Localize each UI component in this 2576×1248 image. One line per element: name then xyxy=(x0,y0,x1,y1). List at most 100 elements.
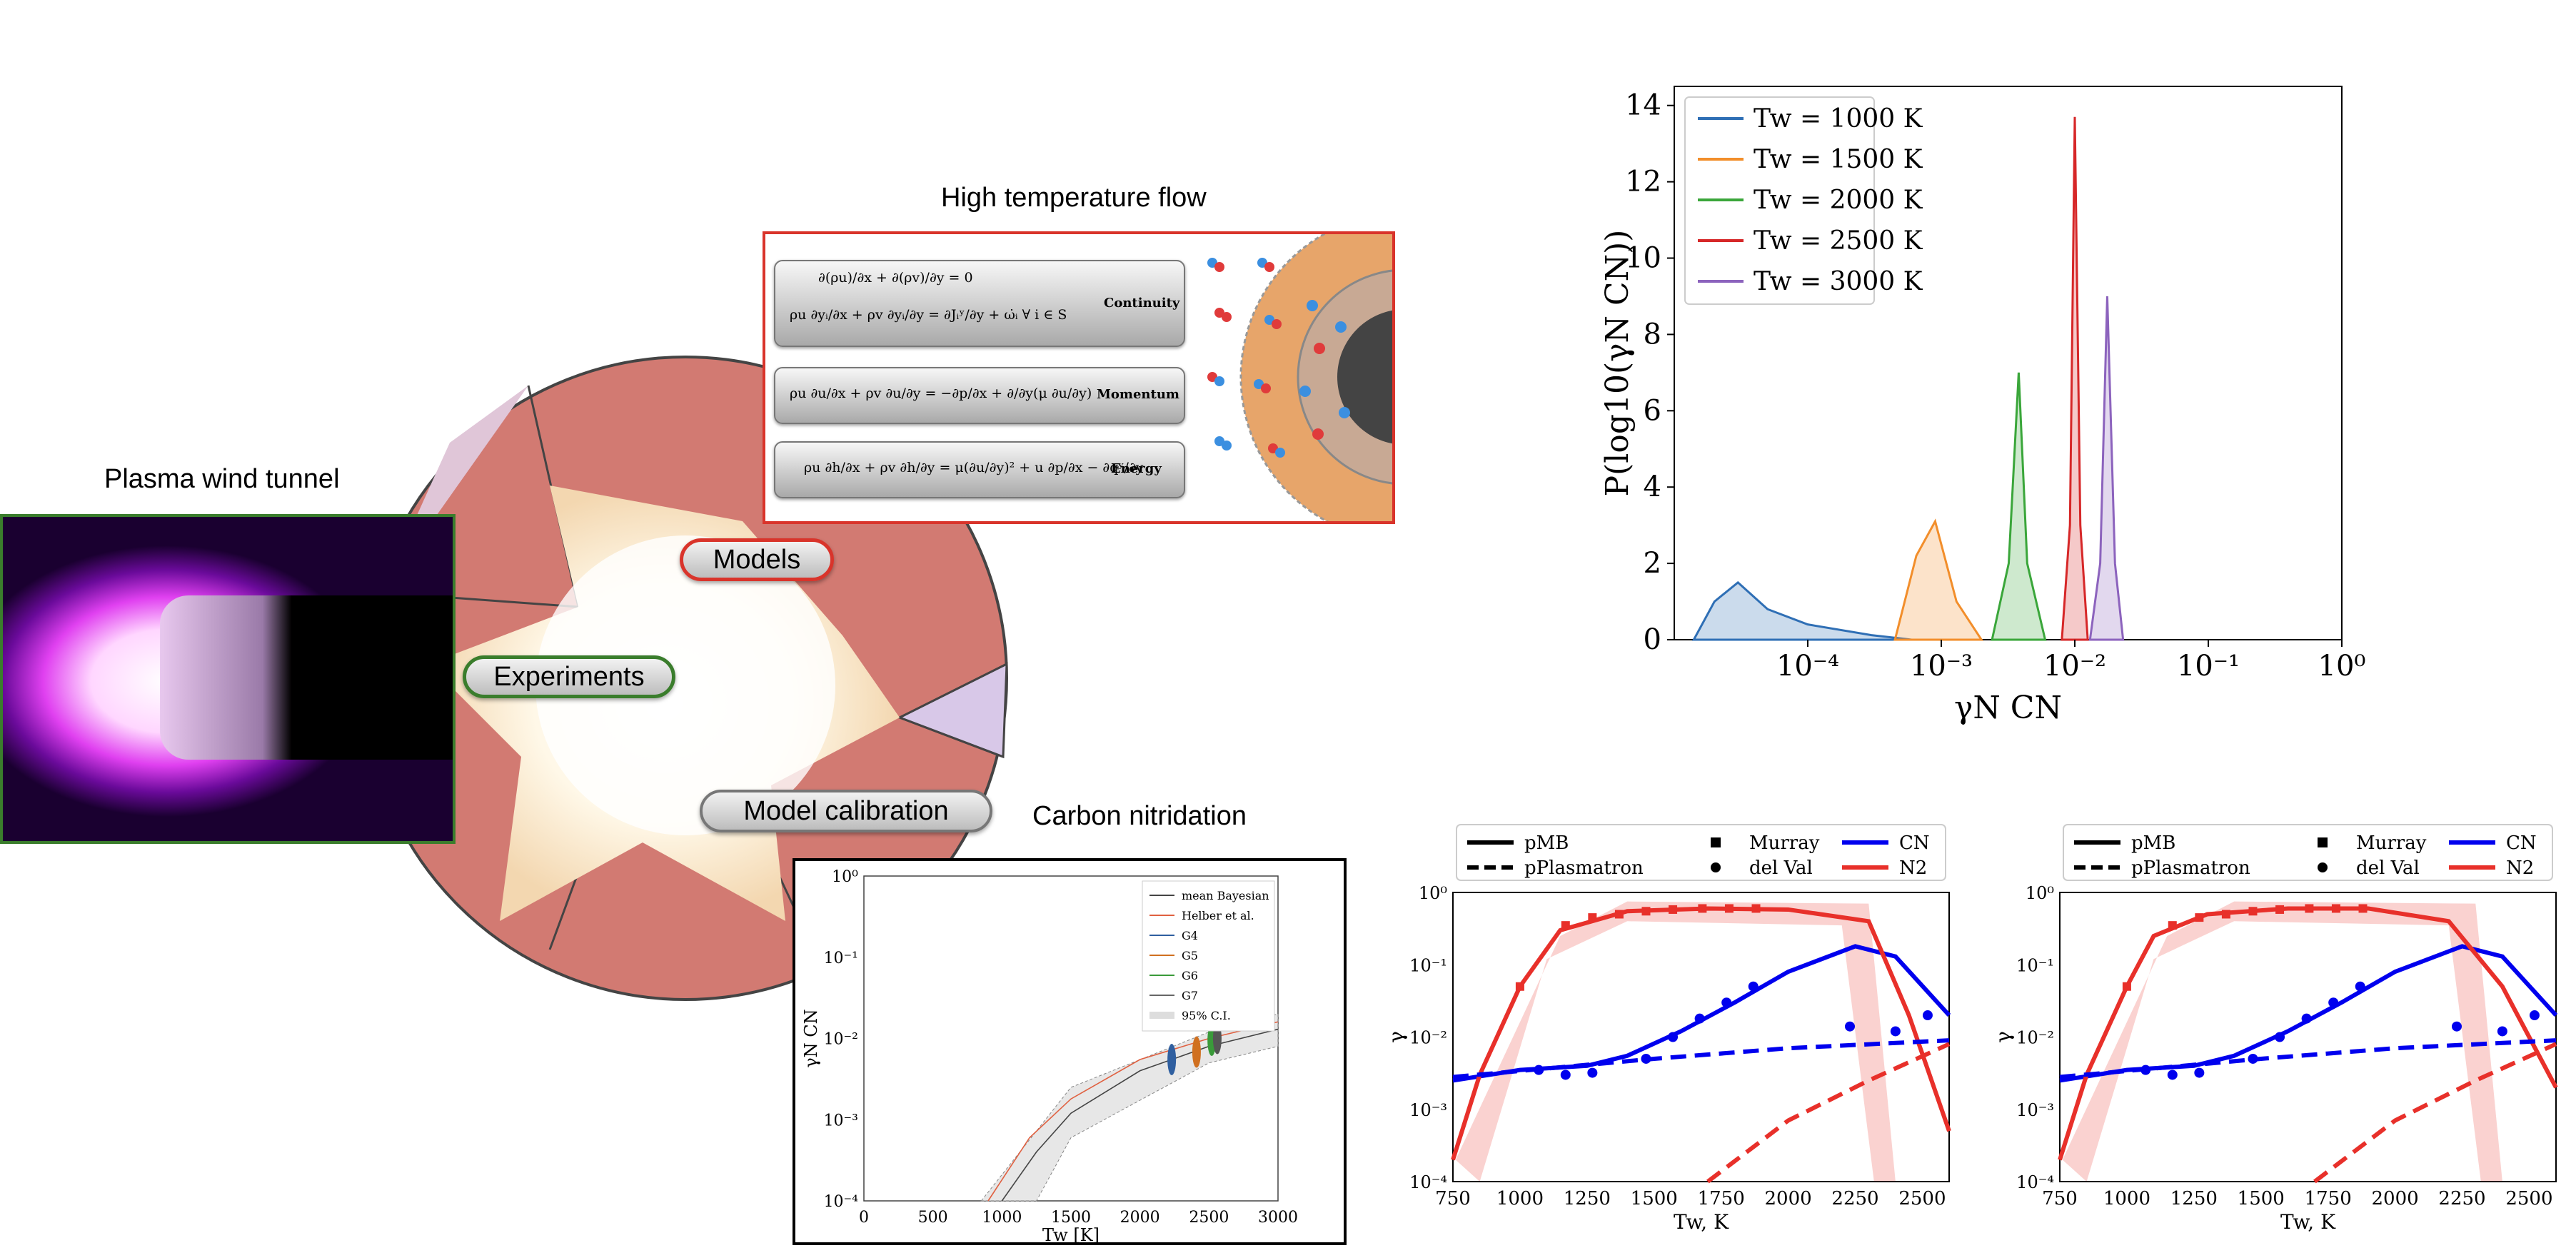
kde-xtick-label: 10⁻² xyxy=(2043,650,2106,683)
carbon-ytick-label: 10⁰ xyxy=(832,868,858,886)
gamma-cn-marker xyxy=(2167,1070,2178,1080)
gamma-legend-label: del Val xyxy=(2356,857,2420,879)
gamma-cn-marker xyxy=(1560,1070,1571,1080)
gamma-n2-marker xyxy=(2168,921,2177,930)
carbon-legend-label: mean Bayesian xyxy=(1182,889,1269,902)
kde-legend-label: Tw = 1500 K xyxy=(1754,145,1923,174)
kde-series-2 xyxy=(1893,518,1984,641)
gamma-ytick-label: 10⁰ xyxy=(1419,883,1447,903)
gamma-plot-frame xyxy=(1452,892,1950,1182)
kde-ytick-label: 14 xyxy=(1625,89,1661,122)
gamma-ytick-label: 10⁻³ xyxy=(1409,1100,1447,1120)
gamma-legend-label: Murray xyxy=(2356,832,2427,854)
gamma-legend-label: pPlasmatron xyxy=(2131,857,2250,879)
gamma-legend xyxy=(1456,824,1946,881)
gamma-ytick-label: 10⁻¹ xyxy=(2016,955,2054,975)
gamma-cn-marker xyxy=(2497,1026,2507,1037)
gamma-xlabel: Tw, K xyxy=(1674,1210,1729,1234)
carbon-legend-label: 95% C.I. xyxy=(1182,1009,1231,1022)
kde-ytick-label: 0 xyxy=(1644,623,1661,656)
gamma-plot-frame xyxy=(2059,892,2557,1182)
gamma-chart-left: 750 1000 1250 1500 1750 2000 2250 2500 10⁰ 10⁻¹ 10… xyxy=(1385,824,1951,1234)
momentum-label: Momentum xyxy=(1097,387,1179,402)
carbon-ytick-label: 10⁻⁴ xyxy=(824,1193,859,1211)
kde-ytick-label: 12 xyxy=(1625,166,1661,198)
kde-ytick-label: 6 xyxy=(1644,394,1661,427)
gamma-legend-label: CN xyxy=(1899,832,1930,854)
gamma-legend-label: N2 xyxy=(2506,857,2534,879)
gamma-n2-marker xyxy=(2275,905,2285,914)
gamma-cn-marker xyxy=(2355,981,2365,992)
kde-series-5 xyxy=(2088,296,2125,641)
sample-core xyxy=(1337,310,1392,444)
gamma-xtick-label: 2250 xyxy=(1831,1188,1878,1209)
gamma-n2-dashed-line xyxy=(2313,1042,2557,1184)
kde-xlabel: γN CN xyxy=(1954,690,2062,726)
momentum-equation-box: ρu ∂u/∂x + ρv ∂u/∂y = −∂p/∂x + ∂/∂y(μ ∂u… xyxy=(774,367,1185,424)
kde-ytick-label: 8 xyxy=(1644,318,1661,351)
gamma-xtick-label: 750 xyxy=(2042,1188,2078,1209)
gamma-n2-marker xyxy=(1751,904,1761,913)
gamma-xlabel: Tw, K xyxy=(2280,1210,2336,1234)
carbon-ytick-label: 10⁻² xyxy=(824,1031,858,1049)
kde-xtick-label: 10⁻¹ xyxy=(2177,650,2240,683)
kde-xtick-label: 10⁻⁴ xyxy=(1776,650,1839,683)
gamma-ytick-label: 10⁻¹ xyxy=(1409,955,1447,975)
gamma-legend-label: del Val xyxy=(1749,857,1813,879)
gamma-cn-marker xyxy=(2194,1067,2205,1078)
gamma-chart-right: 750 1000 1250 1500 1750 2000 2250 2500 10⁰ 10⁻¹ 10… xyxy=(1992,824,2558,1234)
kde-ylabel: P(log10(γN CN)) xyxy=(1599,230,1636,497)
gamma-legend-label: N2 xyxy=(1899,857,1927,879)
carbon-xtick-label: 1000 xyxy=(982,1209,1022,1227)
carbon-legend-label: G5 xyxy=(1182,949,1198,962)
gamma-cn-dashed-line xyxy=(2059,1038,2557,1080)
carbon-xlabel: Tw [K] xyxy=(1042,1225,1100,1245)
gamma-cn-marker xyxy=(1694,1013,1705,1024)
gamma-cn-marker xyxy=(2275,1032,2285,1042)
gamma-cn-marker xyxy=(2328,997,2339,1008)
kde-ytick-label: 4 xyxy=(1644,470,1661,503)
gamma-legend-label: CN xyxy=(2506,832,2537,854)
gamma-legend-swatch xyxy=(2318,862,2328,872)
kde-ytick-label: 10 xyxy=(1625,242,1661,275)
gamma-ylabel: γ xyxy=(1992,1031,2015,1043)
gamma-ylabel: γ xyxy=(1385,1031,1408,1043)
gamma-xtick-label: 2250 xyxy=(2438,1188,2485,1209)
gamma-cn-marker xyxy=(1748,981,1759,992)
carbon-nitridation-title: Carbon nitridation xyxy=(1032,801,1247,831)
carbon-ci-band xyxy=(980,1013,1279,1202)
gamma-n2-marker xyxy=(1561,921,1570,930)
carbon-legend-label: G7 xyxy=(1182,989,1198,1002)
energy-equation: ρu ∂h/∂x + ρv ∂h/∂y = μ(∂u/∂y)² + u ∂p/∂… xyxy=(804,460,1144,475)
gamma-cn-marker xyxy=(2452,1021,2462,1032)
continuity-equation-box: ∂(ρu)/∂x + ∂(ρv)/∂y = 0 ρu ∂yᵢ/∂x + ρv ∂… xyxy=(774,260,1185,347)
continuity-label: Continuity xyxy=(1104,296,1180,311)
models-pill: Models xyxy=(680,538,834,581)
gamma-xtick-label: 1750 xyxy=(1698,1188,1745,1209)
gamma-n2-marker xyxy=(2305,904,2314,913)
carbon-ytick-label: 10⁻¹ xyxy=(824,950,858,967)
gamma-legend-label: pMB xyxy=(2131,832,2175,854)
gamma-xtick-label: 1750 xyxy=(2305,1188,2352,1209)
gamma-cn-marker xyxy=(1922,1010,1933,1021)
carbon-xtick-label: 500 xyxy=(918,1209,948,1227)
gamma-n2-marker xyxy=(2221,910,2230,919)
gamma-ytick-label: 10⁻⁴ xyxy=(1409,1172,1447,1192)
plasma-sample-holder xyxy=(160,595,453,760)
kde-ytick-label: 2 xyxy=(1644,547,1661,580)
gamma-xtick-label: 750 xyxy=(1435,1188,1471,1209)
kde-legend-label: Tw = 1000 K xyxy=(1754,104,1923,134)
gamma-n2-marker xyxy=(1698,904,1707,913)
gamma-legend-swatch xyxy=(2318,837,2328,847)
gamma-n2-marker xyxy=(2122,982,2131,991)
gamma-cn-marker xyxy=(2301,1013,2312,1024)
boundary-layer-illustration xyxy=(1207,234,1392,521)
gamma-xtick-label: 1500 xyxy=(1631,1188,1678,1209)
kde-legend-label: Tw = 3000 K xyxy=(1754,267,1923,296)
carbon-legend-label: G4 xyxy=(1182,929,1198,942)
carbon-xtick-label: 2500 xyxy=(1189,1209,1229,1227)
molecules xyxy=(1207,258,1350,458)
gamma-xtick-label: 2000 xyxy=(1765,1188,1812,1209)
kde-chart: 10⁻⁴ 10⁻³ 10⁻² 10⁻¹ 10⁰ 0 2 4 6 8 10 12 14 γN CN P(log… xyxy=(1599,86,2365,726)
continuity-equation-2: ρu ∂yᵢ/∂x + ρv ∂yᵢ/∂y = ∂Jᵢʸ/∂y + ω̇ᵢ ∀ … xyxy=(790,307,1067,323)
